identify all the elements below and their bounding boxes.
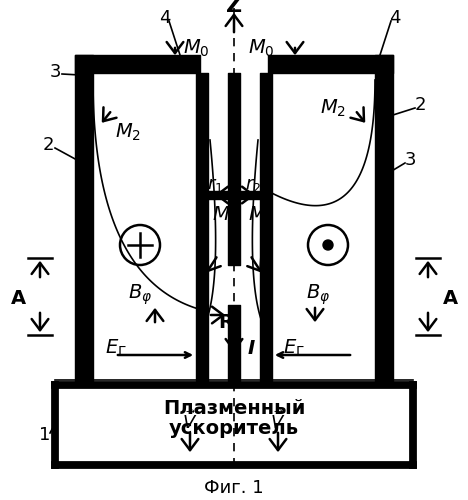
Text: A: A	[442, 288, 458, 308]
Text: A: A	[10, 288, 26, 308]
Text: $E_\Gamma$: $E_\Gamma$	[105, 338, 127, 358]
Text: $B_\varphi$: $B_\varphi$	[128, 283, 152, 307]
Text: Плазменный: Плазменный	[163, 398, 305, 417]
Text: 2: 2	[42, 136, 54, 154]
Text: $\vec{V}$: $\vec{V}$	[271, 410, 285, 434]
Text: $M_1$: $M_1$	[212, 204, 238, 226]
Text: $M_0$: $M_0$	[183, 38, 210, 58]
Text: 1: 1	[39, 426, 51, 444]
Circle shape	[323, 240, 333, 250]
Text: 3: 3	[49, 63, 61, 81]
Text: I: I	[248, 338, 255, 357]
Text: $E_\Gamma$: $E_\Gamma$	[283, 338, 305, 358]
Text: $M_2$: $M_2$	[115, 122, 141, 142]
Text: $\vec{V}$: $\vec{V}$	[183, 410, 197, 434]
Text: $r_1$: $r_1$	[207, 176, 223, 194]
Text: R: R	[218, 312, 233, 332]
Text: 4: 4	[389, 9, 401, 27]
Text: 2: 2	[414, 96, 426, 114]
Text: 3: 3	[404, 151, 416, 169]
Text: $B_\varphi$: $B_\varphi$	[306, 283, 330, 307]
Text: ускоритель: ускоритель	[169, 418, 299, 438]
Text: Z: Z	[226, 0, 242, 16]
Text: Фиг. 1: Фиг. 1	[204, 479, 264, 497]
Text: $M_0$: $M_0$	[248, 38, 275, 58]
Text: $M_1$: $M_1$	[248, 204, 274, 226]
Text: $r_2$: $r_2$	[245, 176, 261, 194]
Text: $M_2$: $M_2$	[320, 98, 346, 118]
Text: 4: 4	[159, 9, 171, 27]
